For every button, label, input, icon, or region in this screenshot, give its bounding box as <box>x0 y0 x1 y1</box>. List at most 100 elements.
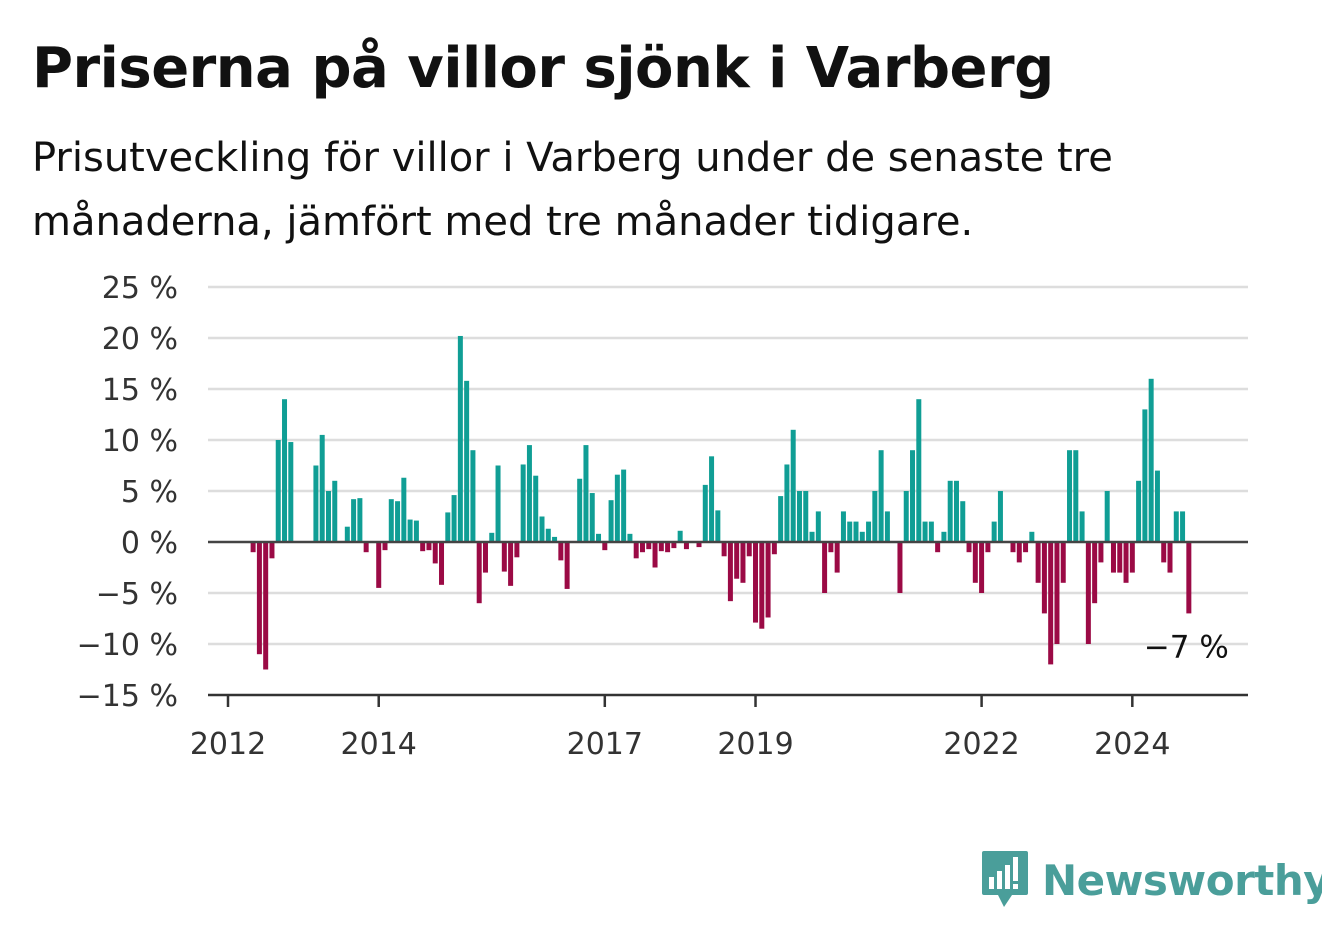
bar-2017-03 <box>614 474 620 542</box>
bar-2017-11 <box>665 542 671 553</box>
bar-2021-10 <box>960 501 966 542</box>
bar-2018-05 <box>702 484 708 542</box>
bar-2018-11 <box>740 542 746 583</box>
bar-2018-10 <box>734 542 740 579</box>
bar-2017-06 <box>633 542 639 559</box>
bar-2021-04 <box>922 521 928 542</box>
y-tick-label: 25 % <box>102 271 178 306</box>
bar-2013-10 <box>357 498 363 542</box>
bar-2023-05 <box>1079 511 1085 542</box>
bar-2015-04 <box>470 450 476 542</box>
y-tick-label: 20 % <box>102 322 178 357</box>
y-tick-label: 5 % <box>121 475 178 510</box>
bar-2016-05 <box>552 536 558 542</box>
y-tick-label: −15 % <box>77 679 178 714</box>
bar-2020-10 <box>884 511 890 542</box>
bar-2019-02 <box>759 542 765 629</box>
bar-2024-10 <box>1186 542 1192 614</box>
bar-2015-02 <box>457 335 463 542</box>
bar-2017-10 <box>658 542 664 552</box>
bar-2023-10 <box>1110 542 1116 573</box>
bar-2014-09 <box>426 542 432 551</box>
bar-2015-05 <box>476 542 482 604</box>
x-tick-label: 2024 <box>1094 727 1170 762</box>
x-tick-label: 2014 <box>341 727 417 762</box>
bar-2016-10 <box>583 445 589 542</box>
bar-2022-03 <box>991 521 997 542</box>
bar-2022-01 <box>979 542 985 593</box>
bar-2022-10 <box>1035 542 1041 583</box>
bar-2014-07 <box>413 520 419 542</box>
bar-2021-12 <box>972 542 978 583</box>
bar-2022-06 <box>1010 542 1016 553</box>
bar-2022-02 <box>985 542 991 553</box>
chart-title: Priserna på villor sjönk i Varberg <box>32 36 1054 101</box>
y-tick-label: 10 % <box>102 424 178 459</box>
bar-2014-08 <box>420 542 426 552</box>
bar-2021-09 <box>953 480 959 542</box>
bar-2022-12 <box>1048 542 1054 665</box>
bar-2024-09 <box>1180 511 1186 542</box>
bar-2019-09 <box>803 491 809 542</box>
bar-2014-11 <box>439 542 445 585</box>
bar-2023-11 <box>1117 542 1123 573</box>
y-tick-label: −5 % <box>96 577 178 612</box>
bar-2020-03 <box>840 511 846 542</box>
bar-2016-02 <box>533 475 539 542</box>
bar-2017-07 <box>639 542 645 553</box>
bar-2019-01 <box>753 542 759 623</box>
bar-2023-12 <box>1123 542 1129 583</box>
bar-2018-01 <box>677 530 683 542</box>
bar-2013-09 <box>351 499 357 542</box>
bar-2024-06 <box>1161 542 1167 563</box>
bar-2013-05 <box>325 491 331 542</box>
bar-2013-03 <box>313 465 319 542</box>
bar-2021-08 <box>947 480 953 542</box>
bar-2021-01 <box>903 491 909 542</box>
bar-2015-06 <box>482 542 488 573</box>
bar-2024-04 <box>1148 378 1154 542</box>
bar-2019-04 <box>771 542 777 555</box>
bar-2021-02 <box>910 450 916 542</box>
bar-2021-07 <box>941 531 947 542</box>
x-tick-label: 2022 <box>943 727 1019 762</box>
bar-2019-06 <box>784 464 790 542</box>
bar-2013-11 <box>363 542 369 553</box>
x-tick-label: 2012 <box>190 727 266 762</box>
bar-2015-01 <box>451 495 457 542</box>
bar-2019-12 <box>822 542 828 593</box>
bar-2012-08 <box>269 542 275 559</box>
bar-2015-09 <box>501 542 507 572</box>
bar-2014-04 <box>395 501 401 542</box>
bar-2014-02 <box>382 542 388 551</box>
bar-2023-06 <box>1085 542 1091 644</box>
bar-2017-01 <box>602 542 608 551</box>
bar-2024-07 <box>1167 542 1173 573</box>
y-tick-label: 0 % <box>121 526 178 561</box>
last-value-annotation: −7 % <box>1144 629 1229 665</box>
bar-2020-05 <box>853 521 859 542</box>
bar-2016-12 <box>596 533 602 542</box>
bar-2017-08 <box>646 542 652 550</box>
y-axis-labels: 25 % 20 % 15 % 10 % 5 % 0 % −5 % −10 % −15 % <box>77 271 178 714</box>
logo-text: Newsworthy <box>1042 855 1322 905</box>
bar-2013-06 <box>332 480 338 542</box>
bar-2017-05 <box>627 533 633 542</box>
bar-2023-03 <box>1067 450 1073 542</box>
newsworthy-logo: Newsworthy <box>980 850 1322 910</box>
bar-2016-01 <box>526 445 532 542</box>
bar-2018-04 <box>696 542 702 548</box>
bar-2018-07 <box>715 510 721 542</box>
bar-2015-12 <box>520 464 526 542</box>
bar-2013-04 <box>319 434 325 542</box>
logo-icon <box>982 851 1028 907</box>
bar-chart: 25 % 20 % 15 % 10 % 5 % 0 % −5 % −10 % −15 % 201… <box>77 271 1248 762</box>
bar-2014-06 <box>407 519 413 542</box>
bar-2012-10 <box>282 399 288 542</box>
bar-2019-07 <box>790 429 796 542</box>
bar-2019-05 <box>778 496 784 542</box>
bar-2020-02 <box>834 542 840 573</box>
bar-2016-04 <box>545 528 551 542</box>
bar-2022-04 <box>997 491 1003 542</box>
bars <box>250 335 1192 670</box>
